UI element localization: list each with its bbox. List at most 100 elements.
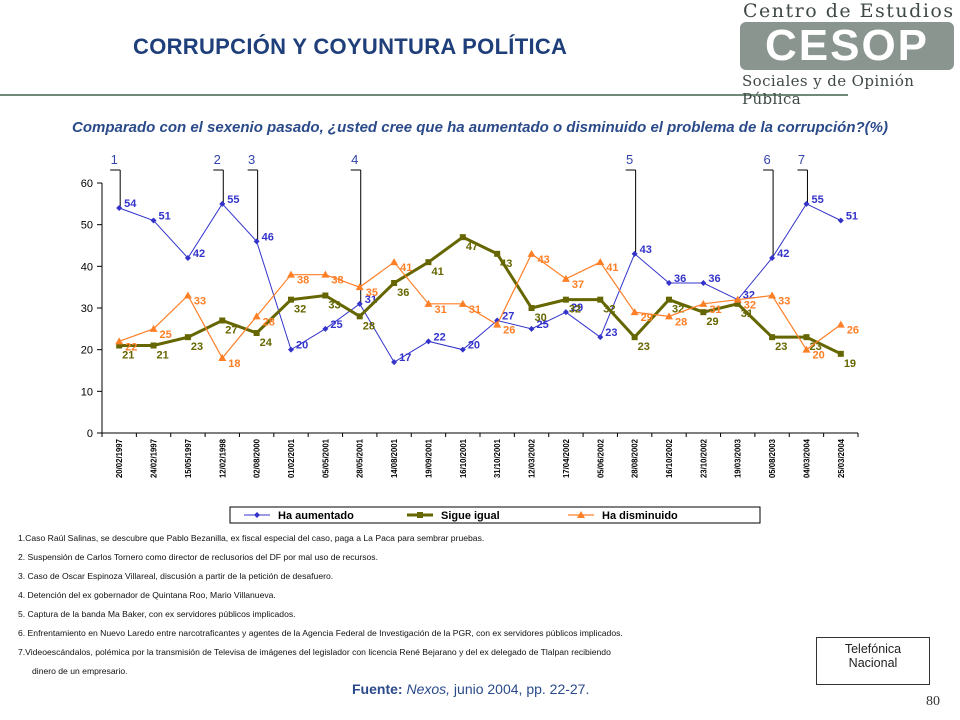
data-label: 43 <box>500 258 512 270</box>
event-marker-label: 2 <box>214 152 221 167</box>
y-tick-label: 40 <box>81 261 93 273</box>
data-point <box>321 270 330 278</box>
x-tick-label: 01/02/2001 <box>287 438 296 478</box>
data-point <box>390 258 399 266</box>
data-label: 36 <box>397 287 409 299</box>
data-label: 25 <box>160 329 172 341</box>
data-label: 23 <box>638 341 650 353</box>
data-label: 29 <box>706 316 718 328</box>
data-point <box>425 338 432 345</box>
note-5: 5. Captura de la banda Ma Baker, con ex … <box>18 609 296 619</box>
x-tick-label: 14/08/2001 <box>390 438 399 478</box>
legend-box <box>229 506 761 524</box>
x-tick-label: 05/05/2001 <box>321 438 330 478</box>
data-point <box>184 255 191 261</box>
data-label: 26 <box>847 325 859 337</box>
source-label: Fuente: <box>352 681 403 697</box>
page-number: 80 <box>926 694 940 709</box>
data-point <box>252 312 261 320</box>
event-marker-label: 1 <box>111 152 118 167</box>
data-point <box>769 334 776 341</box>
data-label: 28 <box>263 316 275 328</box>
data-label: 22 <box>125 341 137 353</box>
data-point <box>322 325 329 332</box>
data-point <box>837 217 844 224</box>
data-label: 54 <box>124 198 137 210</box>
data-point <box>149 324 158 332</box>
note-7: 7.Videoescándalos, polémica por la trans… <box>18 647 611 657</box>
x-tick-label: 17/04/2002 <box>562 438 571 478</box>
data-point <box>596 258 605 266</box>
event-notes: 1.Caso Raúl Salinas, se descubre que Pab… <box>18 531 818 677</box>
data-label: 32 <box>294 304 306 316</box>
data-point <box>665 312 673 320</box>
data-point <box>836 320 845 328</box>
legend-label: Sigue igual <box>441 510 500 522</box>
x-tick-label: 05/08/2003 <box>768 438 777 478</box>
data-point <box>116 205 123 211</box>
data-point <box>356 300 363 307</box>
data-label: 25 <box>330 319 342 331</box>
x-tick-label: 23/10/2002 <box>699 438 708 478</box>
data-label: 38 <box>331 275 343 287</box>
x-tick-label: 16/10/2001 <box>459 438 468 478</box>
logo-brand: CESOP <box>740 22 954 70</box>
data-label: 23 <box>191 341 203 353</box>
source-publication: Nexos, <box>406 681 451 697</box>
data-point <box>734 300 741 307</box>
x-tick-label: 31/10/2001 <box>493 438 502 478</box>
data-label: 42 <box>193 248 205 260</box>
data-label: 26 <box>503 325 515 337</box>
data-label: 33 <box>194 296 206 308</box>
note-2: 2. Suspensión de Carlos Tornero como dir… <box>18 552 378 562</box>
data-label: 28 <box>675 316 687 328</box>
data-point <box>288 296 294 303</box>
data-label: 22 <box>433 331 445 343</box>
y-tick-label: 20 <box>81 345 93 357</box>
data-point <box>803 334 810 341</box>
data-label: 20 <box>296 340 308 352</box>
page-title: CORRUPCIÓN Y COYUNTURA POLÍTICA <box>133 34 568 59</box>
y-tick-label: 50 <box>81 220 93 232</box>
data-point <box>493 320 502 328</box>
x-tick-label: 20/02/1997 <box>115 439 124 478</box>
source-citation: Fuente: Nexos, junio 2004, pp. 22-27. <box>352 681 589 697</box>
event-marker-label: 5 <box>626 152 633 167</box>
data-label: 32 <box>672 304 684 316</box>
data-point <box>253 330 260 336</box>
event-marker-label: 6 <box>763 152 770 167</box>
data-point <box>528 305 535 311</box>
data-label: 37 <box>572 279 584 291</box>
data-point <box>768 291 777 299</box>
data-label: 31 <box>741 308 753 320</box>
data-label: 55 <box>227 194 239 206</box>
data-label: 46 <box>262 231 274 243</box>
x-tick-label: 25/03/2004 <box>837 438 846 478</box>
data-point <box>356 313 363 320</box>
data-label: 41 <box>400 262 412 274</box>
x-tick-label: 15/05/1997 <box>184 439 193 478</box>
data-label: 20 <box>468 340 480 352</box>
series-line-ha-disminuido <box>118 252 842 360</box>
logo-top-text: Centro de Estudios <box>743 0 955 22</box>
chart-title: Comparado con el sexenio pasado, ¿usted … <box>72 119 888 136</box>
data-label: 33 <box>778 296 790 308</box>
legend-label: Ha disminuido <box>602 510 678 522</box>
data-label: 23 <box>605 327 617 339</box>
data-point <box>803 200 810 207</box>
data-label: 32 <box>744 300 756 312</box>
data-point <box>459 234 466 241</box>
data-label: 28 <box>363 320 375 332</box>
data-point <box>287 270 295 278</box>
note-7-continued: dinero de un empresario. <box>32 666 128 676</box>
x-tick-label: 28/08/2002 <box>631 438 640 478</box>
data-point <box>253 238 260 245</box>
data-point <box>527 249 536 257</box>
title-divider <box>0 94 848 96</box>
data-point <box>528 325 535 332</box>
data-point <box>802 345 811 353</box>
data-point <box>733 295 742 303</box>
telefonica-box: Telefónica Nacional <box>816 637 930 685</box>
data-point <box>561 274 570 282</box>
data-label: 32 <box>569 304 581 316</box>
